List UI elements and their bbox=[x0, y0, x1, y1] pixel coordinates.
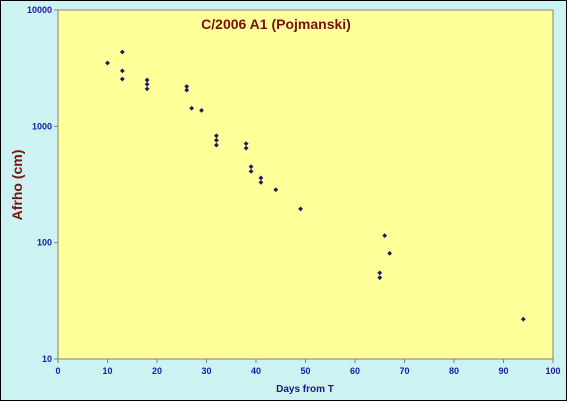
x-tick-label: 90 bbox=[498, 366, 508, 376]
data-point bbox=[105, 60, 110, 66]
data-point bbox=[377, 275, 383, 281]
data-point bbox=[214, 137, 219, 143]
data-point bbox=[119, 49, 125, 55]
data-point bbox=[273, 187, 279, 193]
x-tick-label: 30 bbox=[201, 366, 211, 376]
data-point bbox=[144, 81, 150, 87]
data-point bbox=[144, 77, 150, 83]
x-axis-label: Days from T bbox=[276, 384, 334, 395]
data-point bbox=[387, 250, 393, 256]
x-tick-label: 40 bbox=[251, 366, 261, 376]
x-tick-label: 0 bbox=[55, 366, 60, 376]
x-tick-label: 20 bbox=[152, 366, 162, 376]
y-tick-label: 10 bbox=[42, 354, 52, 364]
y-tick-label: 10000 bbox=[27, 5, 52, 15]
data-points bbox=[105, 49, 526, 322]
data-point bbox=[119, 76, 125, 82]
data-point bbox=[298, 206, 303, 212]
x-tick-label: 60 bbox=[350, 366, 360, 376]
data-point bbox=[144, 86, 150, 92]
data-point bbox=[184, 87, 190, 93]
x-tick-label: 100 bbox=[545, 366, 560, 376]
data-point bbox=[214, 142, 219, 148]
data-point bbox=[119, 68, 125, 74]
data-point bbox=[243, 141, 249, 147]
data-point bbox=[377, 270, 383, 276]
y-tick-label: 1000 bbox=[32, 121, 52, 131]
x-tick-label: 80 bbox=[449, 366, 459, 376]
data-point bbox=[258, 179, 264, 185]
chart-title: C/2006 A1 (Pojmanski) bbox=[201, 16, 351, 32]
data-point bbox=[189, 105, 195, 111]
x-tick-label: 50 bbox=[300, 366, 310, 376]
data-point bbox=[248, 168, 254, 174]
data-point bbox=[520, 316, 526, 322]
plot-area bbox=[57, 9, 554, 360]
data-point bbox=[199, 108, 204, 113]
data-point bbox=[382, 233, 388, 239]
data-point bbox=[248, 164, 254, 170]
y-tick-label: 100 bbox=[37, 238, 52, 248]
data-point bbox=[214, 133, 219, 139]
data-point bbox=[258, 175, 264, 181]
data-point bbox=[243, 145, 249, 151]
y-axis-label: Afrho (cm) bbox=[9, 150, 25, 221]
x-tick-label: 70 bbox=[399, 366, 409, 376]
x-tick-label: 10 bbox=[102, 366, 112, 376]
data-point bbox=[184, 84, 190, 89]
